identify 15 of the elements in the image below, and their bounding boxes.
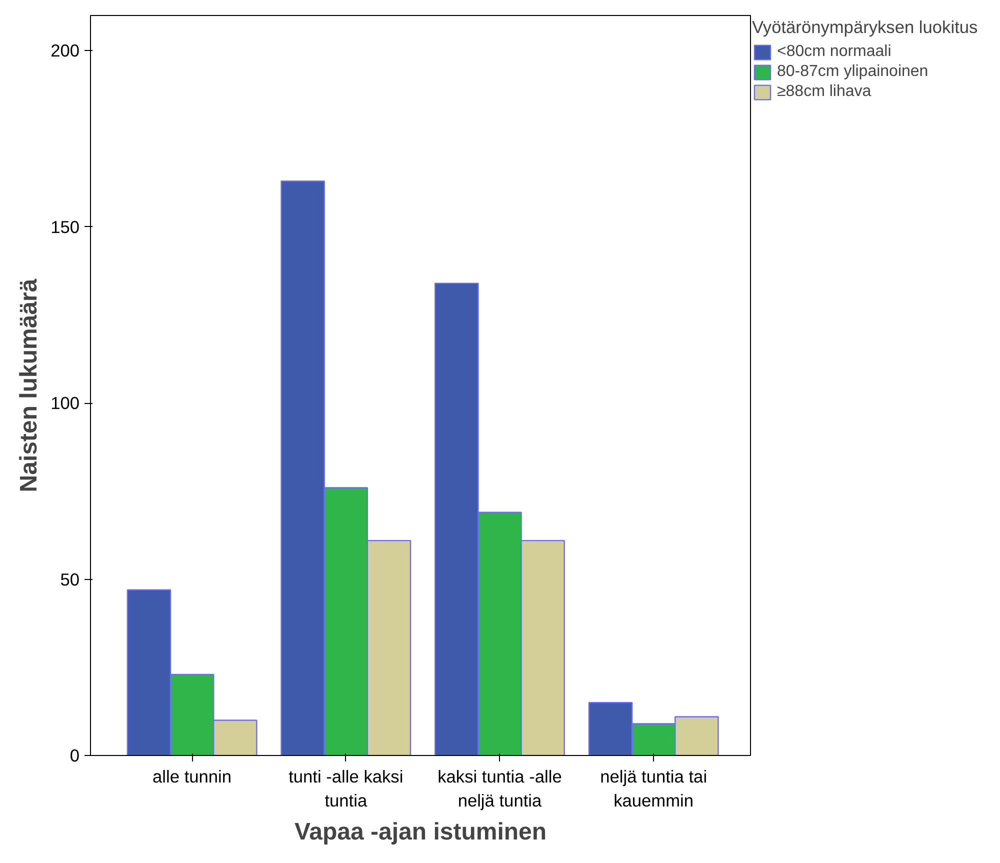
x-tick-label: kaksi tuntia -alle neljä tuntia bbox=[438, 766, 562, 810]
x-tick-label: neljä tuntia tai kauemmin bbox=[600, 766, 708, 810]
legend-label: ≥88cm lihava bbox=[777, 83, 872, 101]
y-tick-label: 50 bbox=[60, 569, 80, 590]
y-tick-label: 100 bbox=[50, 393, 80, 414]
legend-label: 80-87cm ylipainoinen bbox=[777, 63, 928, 81]
y-tick-label: 0 bbox=[70, 746, 80, 766]
y-tick-label: 200 bbox=[50, 40, 80, 61]
x-tick-label: alle tunnin bbox=[152, 766, 232, 786]
x-tick-label: tunti -alle kaksi tuntia bbox=[288, 766, 404, 810]
y-axis-title: Naisten lukumäärä bbox=[16, 278, 43, 492]
legend-title: Vyötärönympäryksen luokitus bbox=[752, 17, 978, 38]
legend-label: <80cm normaali bbox=[777, 43, 892, 61]
x-axis-title: Vapaa -ajan istuminen bbox=[294, 818, 547, 846]
y-tick-label: 150 bbox=[50, 216, 80, 237]
